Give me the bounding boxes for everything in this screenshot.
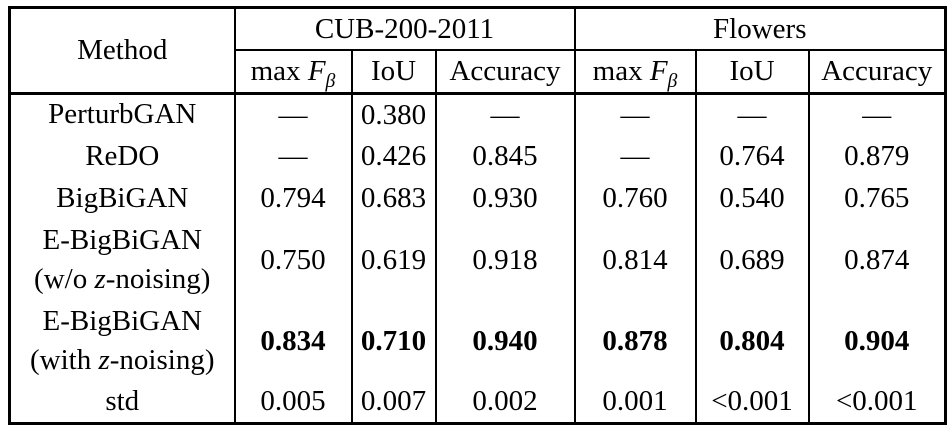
table-row: E-BigBiGAN (with z-noising) 0.834 0.710 0.94… <box>8 300 947 381</box>
value-cell: <0.001 <box>694 381 810 423</box>
method-cell: ReDO <box>8 135 236 177</box>
table-body: PerturbGAN —0.380— — — — ReDO —0.426 0.845—0.76… <box>8 93 947 423</box>
method-cell: BigBiGAN <box>8 177 236 219</box>
value-cell: 0.794 <box>233 177 353 219</box>
metric-header: Accuracy <box>807 49 947 95</box>
value-cell: — <box>233 135 353 177</box>
value-cell: 0.940 <box>434 300 576 381</box>
metric-header: max Fβ <box>573 49 697 95</box>
method-cell: std <box>8 381 236 423</box>
value-cell: 0.001 <box>573 381 697 423</box>
value-cell: 0.814 <box>573 219 697 300</box>
metric-header: Accuracy <box>434 49 576 95</box>
value-cell: — <box>807 93 947 135</box>
results-table: Method CUB-200-2011 Flowers max Fβ IoU Acc… <box>8 6 948 425</box>
method-line: (with z-noising) <box>30 343 215 376</box>
value-cell: 0.002 <box>434 381 576 423</box>
method-line: BigBiGAN <box>56 181 189 214</box>
method-line: (w/o z-noising) <box>34 262 211 295</box>
method-cell: E-BigBiGAN (with z-noising) <box>8 300 236 381</box>
value-cell: — <box>434 93 576 135</box>
value-cell: <0.001 <box>807 381 947 423</box>
value-cell: — <box>694 93 810 135</box>
value-cell: 0.380 <box>350 93 437 135</box>
value-cell: — <box>573 135 697 177</box>
value-cell: 0.879 <box>807 135 947 177</box>
method-cell: PerturbGAN <box>8 93 236 135</box>
value-cell: — <box>233 93 353 135</box>
table-header: Method CUB-200-2011 Flowers max Fβ IoU Acc… <box>8 6 947 95</box>
method-line: std <box>105 384 140 417</box>
value-cell: 0.760 <box>573 177 697 219</box>
value-cell: 0.007 <box>350 381 437 423</box>
table-row: BigBiGAN 0.794 0.683 0.930 0.760 0.540 0.765 <box>8 177 947 219</box>
value-cell: 0.845 <box>434 135 576 177</box>
value-cell: 0.930 <box>434 177 576 219</box>
method-line: PerturbGAN <box>48 98 197 131</box>
metric-header: IoU <box>350 49 437 95</box>
value-cell: 0.834 <box>233 300 353 381</box>
method-line: E-BigBiGAN <box>42 223 203 256</box>
table-row: ReDO —0.426 0.845—0.764 0.879 <box>8 135 947 177</box>
value-cell: 0.764 <box>694 135 810 177</box>
method-cell: E-BigBiGAN (w/o z-noising) <box>8 219 236 300</box>
value-cell: 0.683 <box>350 177 437 219</box>
value-cell: 0.874 <box>807 219 947 300</box>
value-cell: 0.918 <box>434 219 576 300</box>
value-cell: 0.540 <box>694 177 810 219</box>
value-cell: 0.619 <box>350 219 437 300</box>
value-cell: 0.878 <box>573 300 697 381</box>
method-line: ReDO <box>85 139 160 172</box>
group-header-cub: CUB-200-2011 <box>233 6 576 51</box>
group-header-row: Method CUB-200-2011 Flowers <box>8 6 947 95</box>
value-cell: 0.426 <box>350 135 437 177</box>
value-cell: — <box>573 93 697 135</box>
table-row: E-BigBiGAN (w/o z-noising) 0.750 0.619 0.918… <box>8 219 947 300</box>
value-cell: 0.005 <box>233 381 353 423</box>
metric-header-row: max Fβ IoU Accuracy max Fβ IoU Accuracy <box>10 49 947 95</box>
group-header-flowers: Flowers <box>573 6 947 51</box>
value-cell: 0.750 <box>233 219 353 300</box>
metric-header: max Fβ <box>233 49 353 95</box>
table-row: std 0.005 0.007 0.002 0.001 <0.001 <0.001 <box>8 381 947 423</box>
value-cell: 0.710 <box>350 300 437 381</box>
value-cell: 0.765 <box>807 177 947 219</box>
table-row: PerturbGAN —0.380— — — — <box>8 93 947 135</box>
metric-header: IoU <box>694 49 810 95</box>
method-line: E-BigBiGAN <box>42 304 203 337</box>
method-header: Method <box>8 6 236 95</box>
value-cell: 0.689 <box>694 219 810 300</box>
value-cell: 0.804 <box>694 300 810 381</box>
value-cell: 0.904 <box>807 300 947 381</box>
